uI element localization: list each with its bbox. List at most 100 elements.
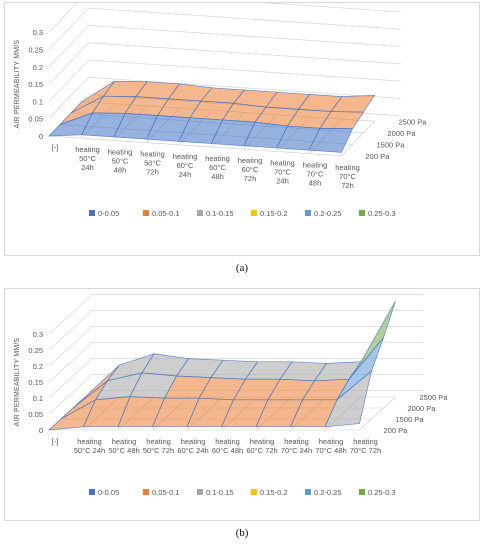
- x-tick-label-line: heating: [238, 156, 263, 165]
- x-tick-label-line: heating: [353, 437, 378, 446]
- x-tick-label-line: heating: [250, 437, 275, 446]
- x-tick-label: heating 60°C 24h: [173, 152, 198, 179]
- x-tick-label-line: heating: [205, 154, 230, 163]
- legend-swatch: [89, 489, 95, 495]
- depth-tick-label: 2500 Pa: [399, 117, 428, 126]
- floor-gridline: [359, 396, 396, 431]
- x-tick-label-line: 60°C: [242, 165, 259, 174]
- x-tick-label-line: heating: [181, 437, 206, 446]
- y-tick-label: 0.15: [28, 378, 43, 387]
- gridline: [48, 358, 424, 399]
- gridline: [48, 294, 424, 335]
- y-tick-label: 0: [39, 132, 43, 141]
- gridline: [48, 59, 401, 102]
- x-tick-label-line: 48h: [114, 165, 127, 174]
- x-tick-label-line: 24h: [179, 170, 192, 179]
- depth-tick-label: 1500 Pa: [396, 415, 425, 424]
- x-tick-label-line: 50°C: [144, 159, 161, 168]
- chart-panel-b: 0 0.05 0.1 0.15 0.2 0.25 0.3 [-] heating 50°C 24h…: [4, 288, 480, 521]
- gridline: [48, 326, 424, 367]
- x-tick-label: heating 70°C 48h: [303, 161, 328, 188]
- x-tick-label: heating 70°C 24h: [270, 158, 295, 185]
- y-tick-label: 0.2: [33, 362, 43, 371]
- surface-cell: [308, 127, 354, 153]
- x-tick-label-line: heating: [215, 437, 240, 446]
- x-tick-label: heating 70°C 72h: [350, 437, 381, 455]
- gridline: [48, 42, 401, 85]
- legend-swatch: [359, 489, 365, 495]
- x-tick-label: heating 60°C 72h: [238, 156, 263, 183]
- x-tick-label-line: 60°C 24h: [177, 446, 208, 455]
- x-tick-label: [-]: [52, 437, 59, 446]
- x-tick-label-line: heating: [75, 145, 100, 154]
- x-tick-label-line: 70°C: [339, 172, 356, 181]
- legend-swatch: [251, 489, 257, 495]
- surface-chart-b: 00.050.10.150.20.250.3[-] heating 50°C 24h…: [14, 294, 448, 497]
- legend-label: 0.25-0.3: [368, 488, 396, 497]
- depth-tick-label: 200 Pa: [366, 152, 391, 161]
- legend-label: 0.1-0.15: [206, 488, 234, 497]
- x-tick-label-line: heating: [112, 437, 137, 446]
- legend-swatch: [143, 489, 149, 495]
- x-tick-label-line: heating: [77, 437, 102, 446]
- x-tick-label: heating 60°C 72h: [246, 437, 277, 455]
- y-tick-label: 0.15: [28, 80, 43, 89]
- legend-swatch: [89, 210, 95, 216]
- x-tick-label: heating 50°C 24h: [75, 145, 100, 172]
- legend-swatch: [305, 210, 311, 216]
- x-tick-label-line: 24h: [276, 176, 289, 185]
- y-axis-title: AIR PERMEABILITY MM/S: [14, 337, 21, 426]
- x-tick-label: heating 70°C 48h: [315, 437, 346, 455]
- y-tick-label: 0.25: [28, 46, 43, 55]
- y-tick-label: 0.1: [33, 97, 43, 106]
- x-tick-label: heating 70°C 24h: [281, 437, 312, 455]
- x-tick-label-line: 72h: [341, 181, 354, 190]
- x-tick-label-line: 60°C 48h: [212, 446, 243, 455]
- floor-gridline: [341, 121, 375, 157]
- floor-gridline: [48, 135, 342, 157]
- legend-swatch: [197, 210, 203, 216]
- x-tick-label-line: 60°C 72h: [246, 446, 277, 455]
- chart-panel-a: 0 0.05 0.1 0.15 0.2 0.25 0.3 [-] heating 50°C 24h h…: [4, 2, 480, 256]
- y-tick-label: 0.2: [33, 63, 43, 72]
- surface-cell: [324, 370, 373, 428]
- x-tick-label: heating 70°C 72h: [335, 163, 360, 190]
- depth-tick-label: 1500 Pa: [377, 140, 406, 149]
- x-tick-label: heating 50°C 24h: [74, 437, 105, 455]
- caption-a: (a): [235, 262, 249, 274]
- x-tick-label-line: heating: [303, 161, 328, 170]
- x-tick-label-line: heating: [284, 437, 309, 446]
- x-tick-label-line: 72h: [244, 174, 257, 183]
- x-tick-label-line: 24h: [81, 163, 94, 172]
- x-tick-label-line: 70°C 48h: [315, 446, 346, 455]
- x-tick-label-line: heating: [335, 163, 360, 172]
- x-tick-label-line: heating: [173, 152, 198, 161]
- legend-label: 0-0.05: [98, 488, 119, 497]
- x-tick-label-line: heating: [108, 147, 133, 156]
- legend-label: 0.05-0.1: [152, 488, 180, 497]
- depth-tick-label: 2000 Pa: [388, 129, 417, 138]
- legend-swatch: [359, 210, 365, 216]
- gridline: [48, 342, 424, 383]
- y-tick-label: 0.3: [33, 28, 43, 37]
- legend-label: 0.15-0.2: [260, 488, 288, 497]
- x-tick-label: heating 50°C 48h: [108, 437, 139, 455]
- surface-chart-a: 00.050.10.150.20.250.3[-] heating 50°C 24hh…: [14, 3, 428, 218]
- x-tick-label-line: 50°C: [79, 154, 96, 163]
- x-tick-label: heating 50°C 48h: [108, 147, 133, 174]
- x-tick-label: [-]: [52, 143, 59, 152]
- legend-label: 0.2-0.25: [314, 488, 342, 497]
- legend-label: 0-0.05: [98, 209, 119, 218]
- y-tick-label: 0.1: [33, 394, 43, 403]
- gridline: [48, 7, 401, 50]
- legend-swatch: [143, 210, 149, 216]
- x-tick-label: heating 50°C 72h: [140, 150, 165, 177]
- legend-swatch: [197, 489, 203, 495]
- x-tick-label-line: 50°C 72h: [143, 446, 174, 455]
- x-tick-label-line: 70°C 72h: [350, 446, 381, 455]
- x-tick-label-line: 50°C: [112, 156, 129, 165]
- caption-b: (b): [235, 527, 249, 539]
- y-tick-label: 0.25: [28, 346, 43, 355]
- legend-label: 0.25-0.3: [368, 209, 396, 218]
- x-tick-label: heating 60°C 48h: [212, 437, 243, 455]
